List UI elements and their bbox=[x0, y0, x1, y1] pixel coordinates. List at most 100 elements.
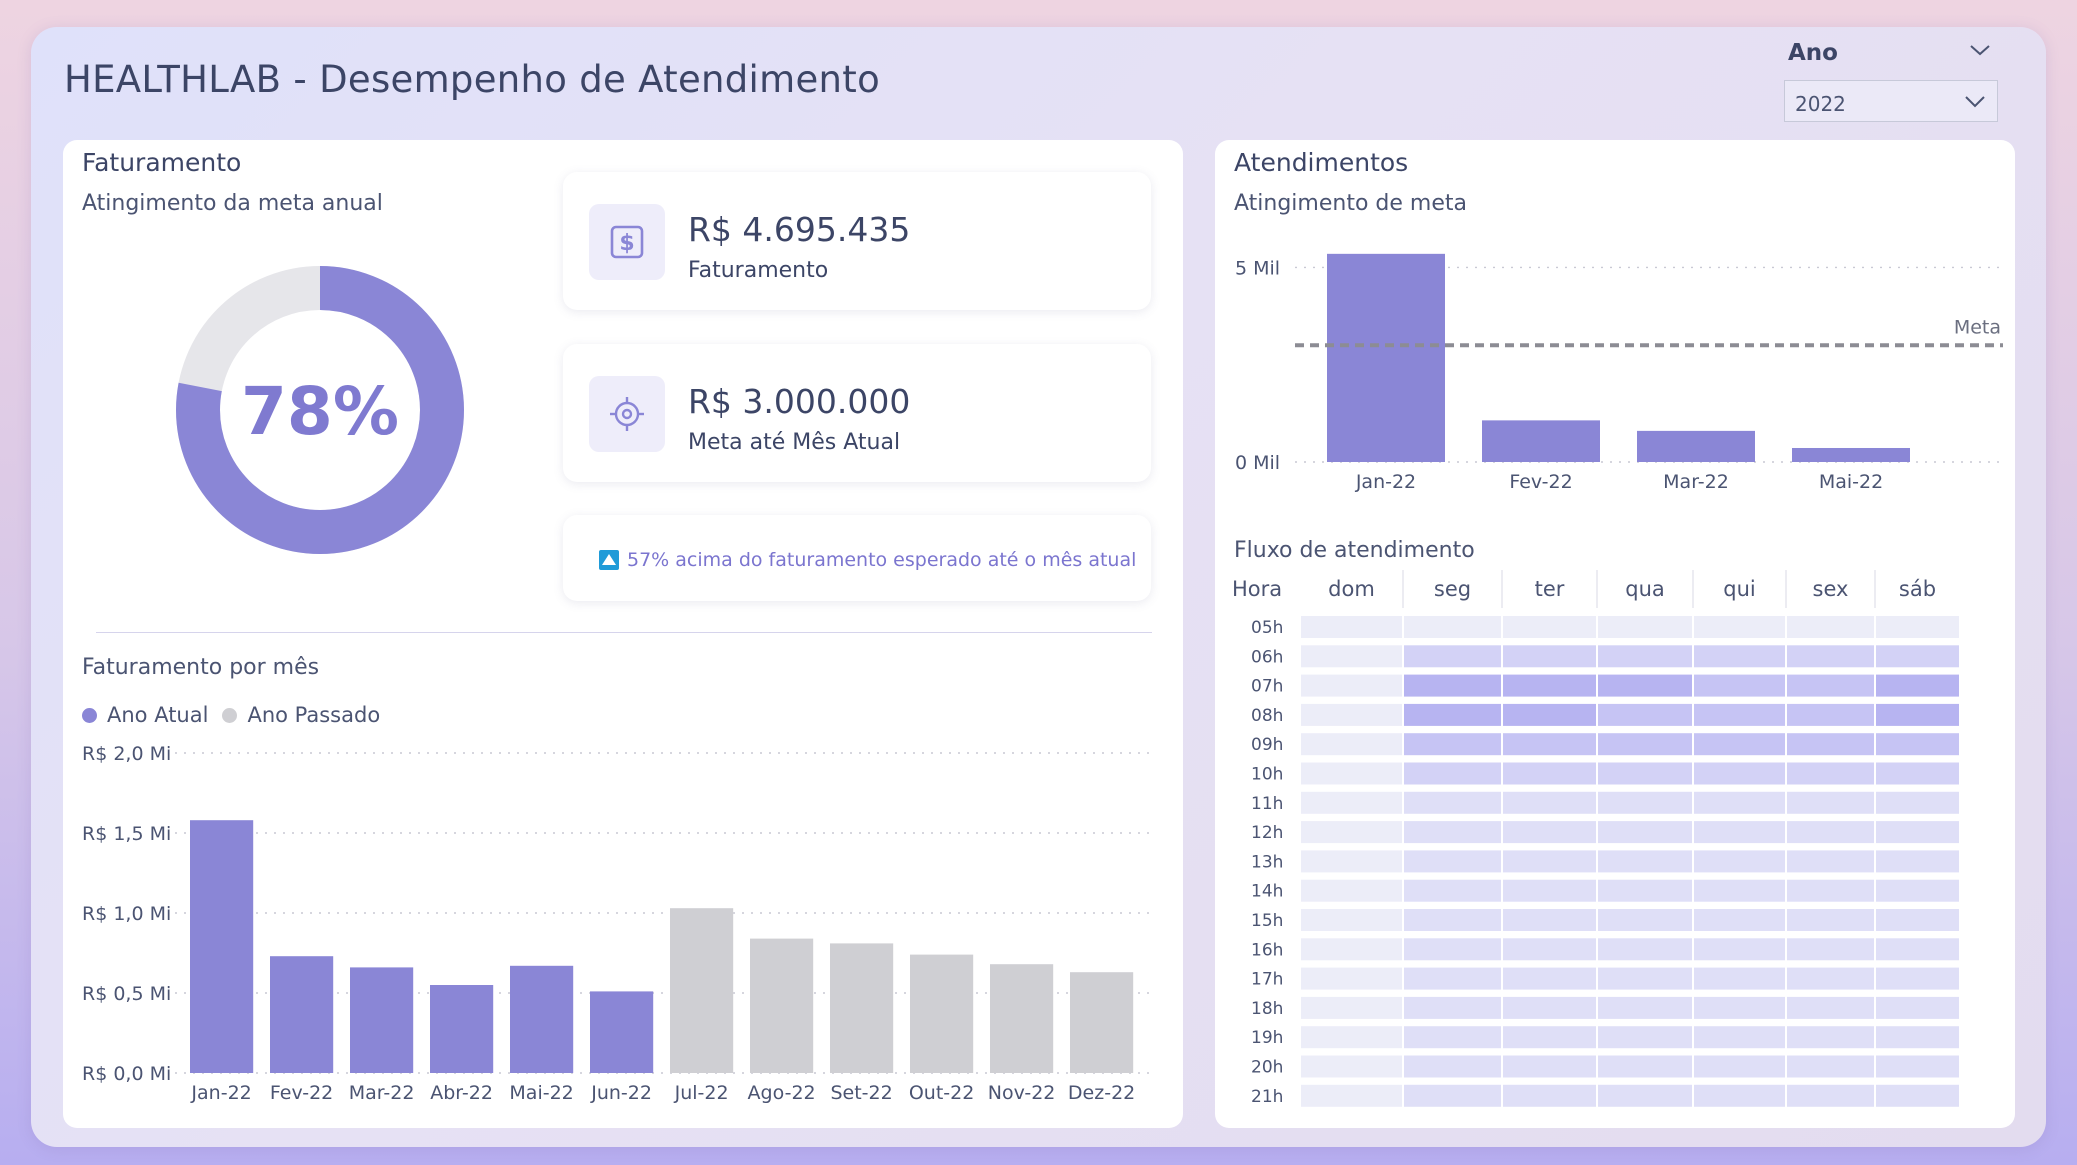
heatmap-cell[interactable] bbox=[1598, 616, 1692, 638]
heatmap-cell[interactable] bbox=[1876, 703, 1959, 726]
heatmap-cell[interactable] bbox=[1598, 762, 1692, 785]
heatmap-cell[interactable] bbox=[1694, 791, 1785, 814]
bar-mai-22[interactable] bbox=[1792, 447, 1910, 462]
heatmap-cell[interactable] bbox=[1876, 733, 1959, 756]
heatmap-cell[interactable] bbox=[1787, 762, 1874, 785]
heatmap-cell[interactable] bbox=[1694, 703, 1785, 726]
heatmap-cell[interactable] bbox=[1301, 967, 1402, 990]
heatmap-cell[interactable] bbox=[1404, 733, 1501, 756]
heatmap-cell[interactable] bbox=[1598, 938, 1692, 961]
heatmap-cell[interactable] bbox=[1503, 821, 1596, 844]
heatmap-cell[interactable] bbox=[1404, 703, 1501, 726]
bar-fev-22[interactable] bbox=[1482, 420, 1600, 462]
heatmap-cell[interactable] bbox=[1598, 879, 1692, 902]
heatmap-cell[interactable] bbox=[1787, 645, 1874, 668]
heatmap-cell[interactable] bbox=[1404, 909, 1501, 931]
heatmap-cell[interactable] bbox=[1694, 996, 1785, 1019]
chevron-down-icon[interactable] bbox=[1968, 40, 1992, 60]
heatmap-cell[interactable] bbox=[1598, 674, 1692, 697]
heatmap-cell[interactable] bbox=[1598, 1055, 1692, 1078]
bar-jun-22[interactable] bbox=[590, 991, 654, 1073]
heatmap-cell[interactable] bbox=[1598, 1084, 1692, 1107]
heatmap-cell[interactable] bbox=[1301, 733, 1402, 756]
heatmap-cell[interactable] bbox=[1301, 1026, 1402, 1049]
heatmap-cell[interactable] bbox=[1787, 1055, 1874, 1078]
heatmap-cell[interactable] bbox=[1301, 645, 1402, 668]
heatmap-cell[interactable] bbox=[1301, 821, 1402, 844]
heatmap-cell[interactable] bbox=[1301, 616, 1402, 638]
heatmap-cell[interactable] bbox=[1404, 1026, 1501, 1049]
heatmap-cell[interactable] bbox=[1787, 850, 1874, 873]
heatmap-cell[interactable] bbox=[1787, 938, 1874, 961]
bar-abr-22[interactable] bbox=[430, 985, 494, 1073]
heatmap-cell[interactable] bbox=[1876, 909, 1959, 931]
heatmap-cell[interactable] bbox=[1787, 821, 1874, 844]
heatmap-cell[interactable] bbox=[1787, 733, 1874, 756]
bar-set-22[interactable] bbox=[830, 943, 894, 1073]
heatmap-cell[interactable] bbox=[1404, 616, 1501, 638]
heatmap-cell[interactable] bbox=[1876, 791, 1959, 814]
heatmap-cell[interactable] bbox=[1503, 616, 1596, 638]
heatmap-cell[interactable] bbox=[1876, 616, 1959, 638]
heatmap-cell[interactable] bbox=[1404, 967, 1501, 990]
heatmap-cell[interactable] bbox=[1404, 1055, 1501, 1078]
heatmap-cell[interactable] bbox=[1694, 938, 1785, 961]
heatmap-cell[interactable] bbox=[1876, 996, 1959, 1019]
heatmap-cell[interactable] bbox=[1876, 1084, 1959, 1107]
heatmap-cell[interactable] bbox=[1503, 645, 1596, 668]
heatmap-cell[interactable] bbox=[1787, 616, 1874, 638]
heatmap-cell[interactable] bbox=[1503, 879, 1596, 902]
heatmap-cell[interactable] bbox=[1694, 909, 1785, 931]
heatmap-cell[interactable] bbox=[1787, 967, 1874, 990]
year-dropdown[interactable]: 2022 bbox=[1784, 80, 1998, 122]
heatmap-cell[interactable] bbox=[1503, 762, 1596, 785]
heatmap-cell[interactable] bbox=[1694, 850, 1785, 873]
heatmap-cell[interactable] bbox=[1301, 850, 1402, 873]
heatmap-cell[interactable] bbox=[1787, 1084, 1874, 1107]
heatmap-cell[interactable] bbox=[1694, 674, 1785, 697]
heatmap-cell[interactable] bbox=[1503, 1055, 1596, 1078]
bar-mar-22[interactable] bbox=[1637, 430, 1755, 462]
heatmap-cell[interactable] bbox=[1503, 674, 1596, 697]
heatmap-cell[interactable] bbox=[1876, 938, 1959, 961]
heatmap-cell[interactable] bbox=[1503, 996, 1596, 1019]
heatmap-cell[interactable] bbox=[1598, 645, 1692, 668]
heatmap-cell[interactable] bbox=[1876, 674, 1959, 697]
heatmap-cell[interactable] bbox=[1694, 1084, 1785, 1107]
heatmap-cell[interactable] bbox=[1301, 674, 1402, 697]
heatmap-cell[interactable] bbox=[1404, 762, 1501, 785]
heatmap-cell[interactable] bbox=[1694, 879, 1785, 902]
donut-chart[interactable]: 78% bbox=[160, 250, 480, 570]
heatmap-cell[interactable] bbox=[1503, 1026, 1596, 1049]
heatmap-cell[interactable] bbox=[1694, 733, 1785, 756]
heatmap-cell[interactable] bbox=[1503, 938, 1596, 961]
heatmap-cell[interactable] bbox=[1503, 909, 1596, 931]
heatmap-cell[interactable] bbox=[1598, 791, 1692, 814]
heatmap-cell[interactable] bbox=[1876, 1026, 1959, 1049]
bar-dez-22[interactable] bbox=[1070, 972, 1134, 1073]
heatmap-cell[interactable] bbox=[1876, 645, 1959, 668]
heatmap-cell[interactable] bbox=[1787, 791, 1874, 814]
heatmap-cell[interactable] bbox=[1503, 967, 1596, 990]
heatmap-cell[interactable] bbox=[1503, 1084, 1596, 1107]
heatmap-cell[interactable] bbox=[1404, 674, 1501, 697]
heatmap-cell[interactable] bbox=[1694, 821, 1785, 844]
heatmap-cell[interactable] bbox=[1598, 703, 1692, 726]
heatmap-cell[interactable] bbox=[1694, 1055, 1785, 1078]
heatmap-cell[interactable] bbox=[1503, 703, 1596, 726]
heatmap-cell[interactable] bbox=[1404, 821, 1501, 844]
heatmap-cell[interactable] bbox=[1787, 996, 1874, 1019]
heatmap-cell[interactable] bbox=[1787, 674, 1874, 697]
heatmap-cell[interactable] bbox=[1694, 645, 1785, 668]
heatmap-cell[interactable] bbox=[1876, 850, 1959, 873]
heatmap-cell[interactable] bbox=[1598, 850, 1692, 873]
heatmap-cell[interactable] bbox=[1598, 996, 1692, 1019]
heatmap-cell[interactable] bbox=[1876, 1055, 1959, 1078]
heatmap-cell[interactable] bbox=[1404, 938, 1501, 961]
bar-ago-22[interactable] bbox=[750, 938, 814, 1073]
bar-mar-22[interactable] bbox=[350, 967, 414, 1073]
bar-nov-22[interactable] bbox=[990, 964, 1054, 1073]
heatmap-cell[interactable] bbox=[1787, 703, 1874, 726]
heatmap-cell[interactable] bbox=[1598, 733, 1692, 756]
heatmap-cell[interactable] bbox=[1598, 821, 1692, 844]
